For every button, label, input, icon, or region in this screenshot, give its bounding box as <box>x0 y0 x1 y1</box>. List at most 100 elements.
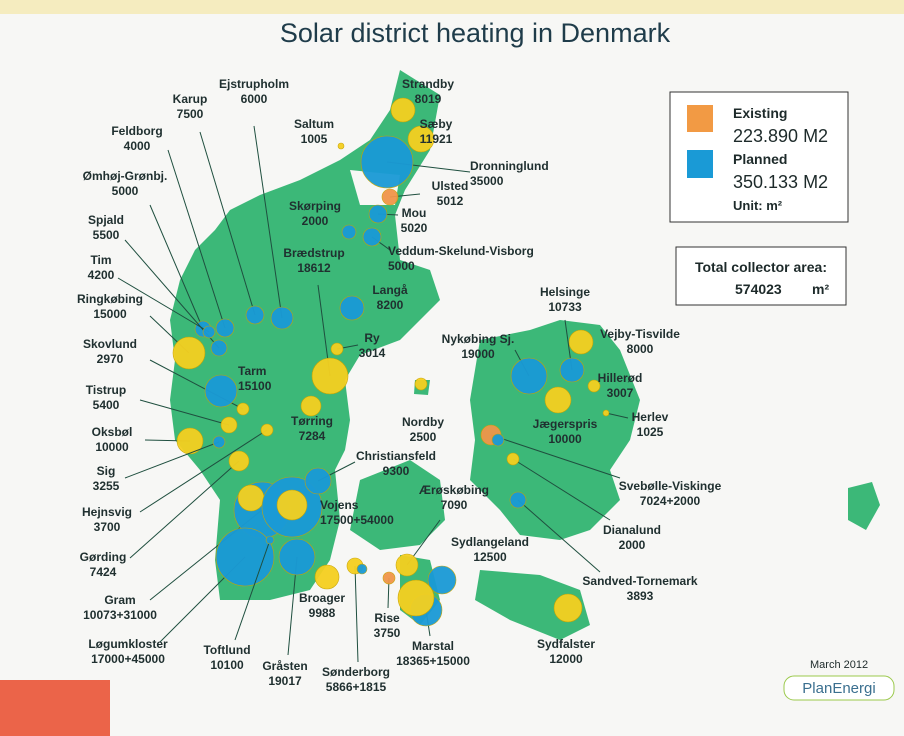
plant-marker <box>270 306 294 330</box>
existing-area: 223.890 M2 <box>733 126 828 146</box>
plant-marker <box>368 204 388 224</box>
plant-value: 3893 <box>627 589 654 603</box>
plant-name: Dianalund <box>603 523 661 537</box>
plant-marker <box>210 339 228 357</box>
plant-value: 17000+45000 <box>91 652 165 666</box>
plant-name: Veddum-Skelund-Visborg <box>388 244 534 258</box>
plant-marker <box>260 423 274 437</box>
plant-marker <box>360 135 414 189</box>
leader-line <box>129 460 240 559</box>
plant-value: 7090 <box>441 498 468 512</box>
plant-value: 5020 <box>401 221 428 235</box>
leader-line <box>512 458 611 521</box>
total-value: 574023 <box>735 281 782 297</box>
plant-value: 7424 <box>90 565 117 579</box>
plant-marker <box>362 227 382 247</box>
plant-name: Sig <box>97 464 116 478</box>
leader-line <box>253 125 283 319</box>
plant-marker <box>215 527 275 587</box>
plant-name: Ry <box>364 331 380 345</box>
plant-value: 12500 <box>473 550 507 564</box>
plant-name: Vejby-Tisvilde <box>600 327 680 341</box>
plant-name: Ringkøbing <box>77 292 143 306</box>
plant-marker <box>276 489 308 521</box>
logo-box <box>783 675 895 701</box>
plant-name: Saltum <box>294 117 334 131</box>
plant-value: 2500 <box>410 430 437 444</box>
plant-value: 15100 <box>238 379 272 393</box>
plant-name: Jægerspris <box>533 417 598 431</box>
plant-name: Spjald <box>88 213 124 227</box>
existing-swatch <box>687 105 713 132</box>
plant-value: 8200 <box>377 298 404 312</box>
plant-name: Sandved-Tornemark <box>582 574 697 588</box>
plant-marker <box>397 579 435 617</box>
leader-line <box>139 429 268 513</box>
plant-marker <box>395 553 419 577</box>
plant-name: Toftlund <box>203 643 250 657</box>
plant-value: 5000 <box>112 184 139 198</box>
plant-marker <box>506 452 520 466</box>
legend: Existing 223.890 M2 Planned 350.133 M2 U… <box>669 91 849 223</box>
leader-line <box>167 149 226 329</box>
plant-marker <box>382 571 396 585</box>
leader-line <box>605 412 629 419</box>
plant-marker <box>212 435 226 449</box>
top-band <box>0 0 904 14</box>
plant-name: Gråsten <box>262 659 307 673</box>
plant-name: Ejstrupholm <box>219 77 289 91</box>
plant-value: 5000 <box>388 259 415 273</box>
leader-line <box>149 204 204 330</box>
plant-marker <box>587 379 601 393</box>
plant-marker <box>237 484 265 512</box>
plant-name: Svebølle-Viskinge <box>619 479 722 493</box>
plant-value: 3255 <box>93 479 120 493</box>
plant-value: 12000 <box>549 652 583 666</box>
plant-marker <box>300 395 322 417</box>
plant-marker <box>544 386 572 414</box>
plant-value: 6000 <box>241 92 268 106</box>
plant-value: 9300 <box>383 464 410 478</box>
plant-marker <box>414 377 428 391</box>
plant-value: 2000 <box>302 214 329 228</box>
plant-name: Dronninglund <box>470 159 549 173</box>
plant-marker <box>204 374 238 408</box>
plant-name: Tim <box>90 253 111 267</box>
plant-value: 10000 <box>95 440 129 454</box>
plant-value: 8000 <box>627 342 654 356</box>
plant-name: Vojens <box>320 498 359 512</box>
plant-marker <box>265 535 275 545</box>
leader-line <box>117 277 210 333</box>
leader-line <box>354 565 359 663</box>
plant-name: Tistrup <box>86 383 126 397</box>
date: March 2012 <box>810 659 868 671</box>
plant-name: Løgumkloster <box>88 637 168 651</box>
plant-marker <box>509 491 527 509</box>
plant-value: 17500+54000 <box>320 513 394 527</box>
plant-name: Feldborg <box>111 124 162 138</box>
plant-marker <box>215 318 235 338</box>
plant-value: 11921 <box>420 132 453 146</box>
plant-marker <box>559 357 585 383</box>
plant-value: 35000 <box>470 174 504 188</box>
plant-name: Brædstrup <box>283 246 344 260</box>
plant-name: Christiansfeld <box>356 449 436 463</box>
plant-marker <box>568 329 594 355</box>
plant-value: 7500 <box>177 107 204 121</box>
funen <box>350 460 445 550</box>
plant-marker <box>407 125 435 153</box>
plant-name: Nykøbing Sj. <box>442 332 515 346</box>
logo: PlanEnergi <box>802 680 875 697</box>
plant-marker <box>236 402 250 416</box>
plant-name: Hejnsvig <box>82 505 132 519</box>
plant-name: Sydfalster <box>537 637 595 651</box>
plant-value: 2970 <box>97 352 124 366</box>
plant-value: 1005 <box>301 132 328 146</box>
plant-marker <box>311 357 349 395</box>
plant-value: 19000 <box>461 347 495 361</box>
plant-marker <box>337 142 345 150</box>
leader-line <box>490 434 621 479</box>
plant-marker <box>176 427 204 455</box>
plant-value: 19017 <box>268 674 302 688</box>
